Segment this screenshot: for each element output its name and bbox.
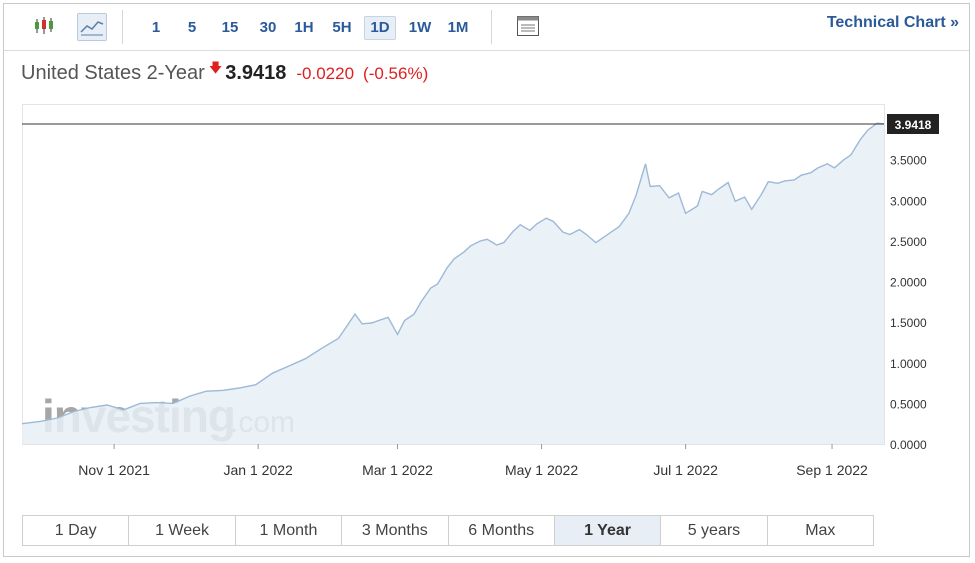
range-selector: 1 Day 1 Week 1 Month 3 Months 6 Months 1… — [22, 515, 874, 546]
series-area — [22, 123, 884, 444]
series-line — [21, 122, 885, 425]
y-tick-label: 0.5000 — [890, 397, 927, 411]
timeframe-1[interactable]: 1 — [151, 19, 161, 36]
quote-header: United States 2-Year 🡇 3.9418 -0.0220 (-0.56… — [21, 60, 429, 92]
table-view-icon[interactable] — [514, 13, 544, 41]
chart-toolbar: 1 5 15 30 1H 5H 1D 1W 1M Technical Chart… — [4, 4, 969, 51]
down-arrow-icon: 🡇 — [208, 60, 223, 75]
x-tick-label: Jan 1 2022 — [224, 462, 293, 478]
x-tick-label: Sep 1 2022 — [796, 462, 868, 478]
chart-widget: 1 5 15 30 1H 5H 1D 1W 1M Technical Chart… — [3, 3, 970, 557]
timeframe-1w[interactable]: 1W — [408, 19, 432, 36]
range-1-day[interactable]: 1 Day — [23, 516, 130, 545]
timeframe-5[interactable]: 5 — [187, 19, 197, 36]
price-change: -0.0220 — [296, 64, 355, 83]
range-1-week[interactable]: 1 Week — [129, 516, 236, 545]
last-value-label: 3.9418 — [895, 118, 932, 132]
timeframe-1d[interactable]: 1D — [364, 16, 396, 40]
toolbar-divider — [491, 10, 492, 44]
x-tick-label: May 1 2022 — [505, 462, 578, 478]
y-tick-label: 0.0000 — [890, 438, 927, 452]
x-tick-label: Nov 1 2021 — [78, 462, 150, 478]
price-chart: investing.com3.94180.00000.50001.00001.5… — [21, 104, 972, 484]
price-chart-svg: investing.com3.94180.00000.50001.00001.5… — [21, 104, 939, 478]
timeframe-30[interactable]: 30 — [259, 19, 277, 36]
candlestick-icon[interactable] — [32, 13, 62, 41]
y-tick-label: 2.5000 — [890, 235, 927, 249]
y-tick-label: 1.0000 — [890, 357, 927, 371]
range-max[interactable]: Max — [805, 522, 836, 539]
line-chart-icon[interactable] — [77, 13, 107, 41]
x-tick-label: Jul 1 2022 — [653, 462, 718, 478]
last-value-badge — [887, 114, 939, 134]
price-change-percent: (-0.56%) — [363, 64, 429, 83]
instrument-name: United States 2-Year — [21, 62, 205, 84]
y-tick-label: 2.0000 — [890, 276, 927, 290]
toolbar-divider — [122, 10, 123, 44]
technical-chart-link[interactable]: Technical Chart » — [826, 14, 959, 31]
range-1-month[interactable]: 1 Month — [236, 516, 343, 545]
range-3-months[interactable]: 3 Months — [342, 516, 449, 545]
timeframe-1h[interactable]: 1H — [294, 19, 314, 36]
y-tick-label: 3.0000 — [890, 194, 927, 208]
x-tick-label: Mar 1 2022 — [362, 462, 433, 478]
last-price: 3.9418 — [225, 62, 287, 84]
y-tick-label: 1.5000 — [890, 316, 927, 330]
y-tick-label: 3.5000 — [890, 154, 927, 168]
timeframe-15[interactable]: 15 — [221, 19, 239, 36]
range-6-months[interactable]: 6 Months — [449, 516, 555, 545]
range-1-year[interactable]: 1 Year — [554, 516, 662, 545]
timeframe-5h[interactable]: 5H — [332, 19, 352, 36]
timeframe-1m[interactable]: 1M — [447, 19, 469, 36]
range-5-years[interactable]: 5 years — [661, 516, 768, 545]
